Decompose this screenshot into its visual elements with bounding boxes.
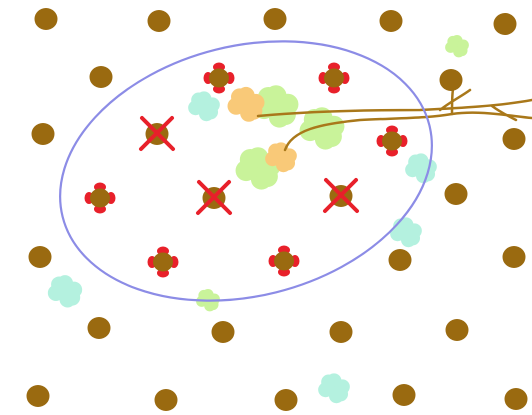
blob-part [333, 386, 349, 402]
blob-part [408, 154, 424, 170]
dot-icon [34, 8, 58, 30]
dot-icon [439, 69, 463, 91]
dot-icon [89, 66, 113, 88]
blob-icon [47, 275, 83, 308]
blob-icon [227, 86, 265, 122]
blob-icon [405, 153, 437, 184]
x-stroke [323, 178, 358, 213]
dot-icon [388, 249, 412, 271]
blob-part [191, 92, 207, 108]
blob-part [64, 289, 81, 306]
dot-icon [87, 317, 111, 339]
blob-part [268, 143, 284, 159]
branch-line [438, 88, 472, 112]
dot-icon [154, 389, 178, 411]
blob-part [447, 35, 459, 48]
ellipse-layer [59, 40, 433, 302]
blob-part [231, 88, 249, 106]
blob-part [393, 218, 409, 234]
dot-icon [502, 128, 526, 150]
plugged-dot-icon [203, 62, 235, 94]
blob-part [256, 165, 278, 188]
dot-icon [26, 385, 50, 407]
blob-part [321, 374, 337, 390]
dot-icon [274, 251, 294, 271]
mark-layer [84, 62, 408, 278]
dot-icon [31, 123, 55, 145]
plugged-dot-icon [84, 182, 116, 214]
x-mark-icon [196, 180, 232, 215]
dot-icon [382, 131, 402, 151]
x-stroke [196, 180, 231, 215]
dot-icon [504, 388, 528, 410]
blob-icon [235, 147, 281, 190]
blob-icon [265, 142, 297, 173]
blob-part [280, 155, 296, 171]
blob-part [405, 230, 421, 246]
blob-part [198, 289, 210, 302]
dot-icon [502, 246, 526, 268]
plugged-dot-icon [268, 245, 300, 277]
plugged-dot-icon [376, 125, 408, 157]
blob-part [51, 276, 68, 293]
branch-line [283, 111, 532, 152]
plugged-dot-icon [318, 62, 350, 94]
blob-icon [318, 373, 350, 404]
branch-line [256, 98, 532, 118]
dot-icon [153, 252, 173, 272]
branch-line [490, 104, 518, 122]
x-stroke [139, 116, 174, 151]
dot-icon [379, 10, 403, 32]
x-mark-icon [323, 178, 359, 213]
dot-icon [493, 13, 517, 35]
blob-icon [390, 217, 422, 248]
blob-part [303, 108, 325, 131]
dot-icon [211, 321, 235, 343]
blob-part [239, 148, 261, 171]
region-ellipse [59, 40, 433, 302]
blob-icon [299, 107, 345, 150]
dot-icon [392, 384, 416, 406]
blob-part [456, 44, 468, 57]
x-mark-icon [139, 116, 175, 151]
dot-icon [263, 8, 287, 30]
dot-icon [147, 10, 171, 32]
plugged-dot-icon [147, 246, 179, 278]
dot-icon [274, 389, 298, 411]
blob-part [203, 104, 219, 120]
blob-layer [47, 35, 469, 404]
dot-icon [445, 319, 469, 341]
dot-icon [324, 68, 344, 88]
dot-icon [90, 188, 110, 208]
dot-icon [209, 68, 229, 88]
dot-icon [444, 183, 468, 205]
dot-icon [28, 246, 52, 268]
branch-layer [256, 70, 532, 152]
blob-part [320, 125, 342, 148]
blob-icon [445, 35, 469, 58]
blob-icon [188, 91, 220, 122]
dot-icon [329, 321, 353, 343]
